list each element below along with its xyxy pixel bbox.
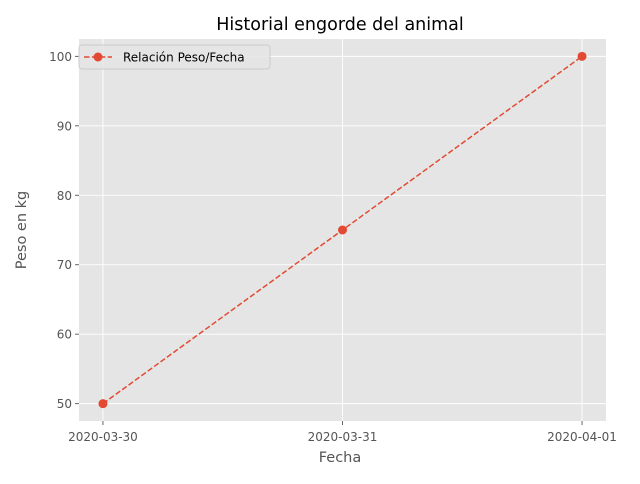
legend-label: Relación Peso/Fecha xyxy=(123,51,245,65)
chart-title: Historial engorde del animal xyxy=(216,15,464,35)
data-point xyxy=(98,399,108,409)
grid xyxy=(79,39,606,421)
x-axis-label: Fecha xyxy=(319,450,362,466)
legend-box xyxy=(78,44,271,70)
y-tick-label: 50 xyxy=(57,397,72,411)
y-axis-label: Peso en kg xyxy=(14,191,30,270)
x-tick-label: 2020-03-30 xyxy=(68,430,138,444)
axis-ticks: 2020-03-30 2020-03-31 2020-04-01 50 60 70 80 90… xyxy=(49,50,617,444)
y-tick-label: 80 xyxy=(57,189,72,203)
legend: Relación Peso/Fecha xyxy=(78,44,271,70)
data-point xyxy=(577,51,587,61)
y-tick-label: 60 xyxy=(57,328,72,342)
data-point xyxy=(338,225,347,235)
y-tick-label: 90 xyxy=(57,119,72,133)
x-tick-label: 2020-04-01 xyxy=(547,430,617,444)
series-layer xyxy=(98,51,587,409)
x-tick-label: 2020-03-31 xyxy=(308,430,378,444)
y-tick-label: 70 xyxy=(57,258,72,272)
y-tick-label: 100 xyxy=(49,50,72,64)
legend-marker-icon xyxy=(93,52,103,62)
